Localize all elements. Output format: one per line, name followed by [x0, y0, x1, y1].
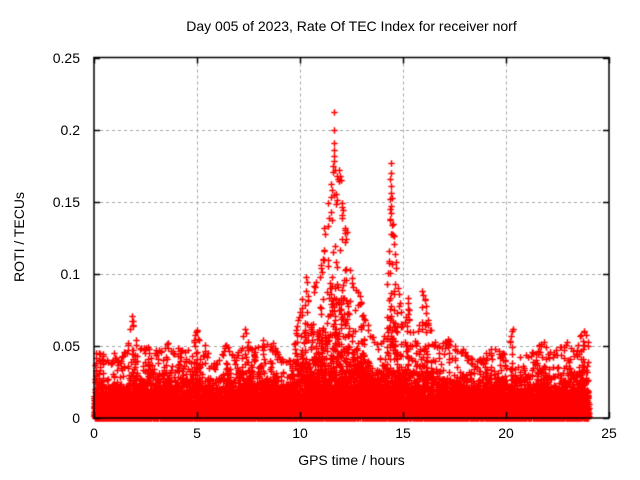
- x-tick-label: 10: [292, 425, 308, 441]
- y-tick-label: 0.15: [52, 193, 80, 210]
- x-axis-label: GPS time / hours: [298, 452, 405, 468]
- y-tick-label: 0: [72, 410, 80, 426]
- x-tick-label: 0: [90, 425, 98, 441]
- y-tick-label: 0.05: [52, 337, 80, 354]
- x-tick-label: 25: [601, 425, 617, 441]
- y-tick-label: 0.1: [60, 265, 80, 282]
- x-tick-label: 15: [395, 425, 411, 441]
- x-tick-label: 5: [193, 425, 201, 441]
- chart-title: Day 005 of 2023, Rate Of TEC Index for r…: [186, 18, 517, 34]
- x-tick-label: 20: [498, 425, 514, 441]
- y-tick-label: 0.25: [52, 49, 80, 66]
- y-tick-label: 0.2: [60, 121, 80, 138]
